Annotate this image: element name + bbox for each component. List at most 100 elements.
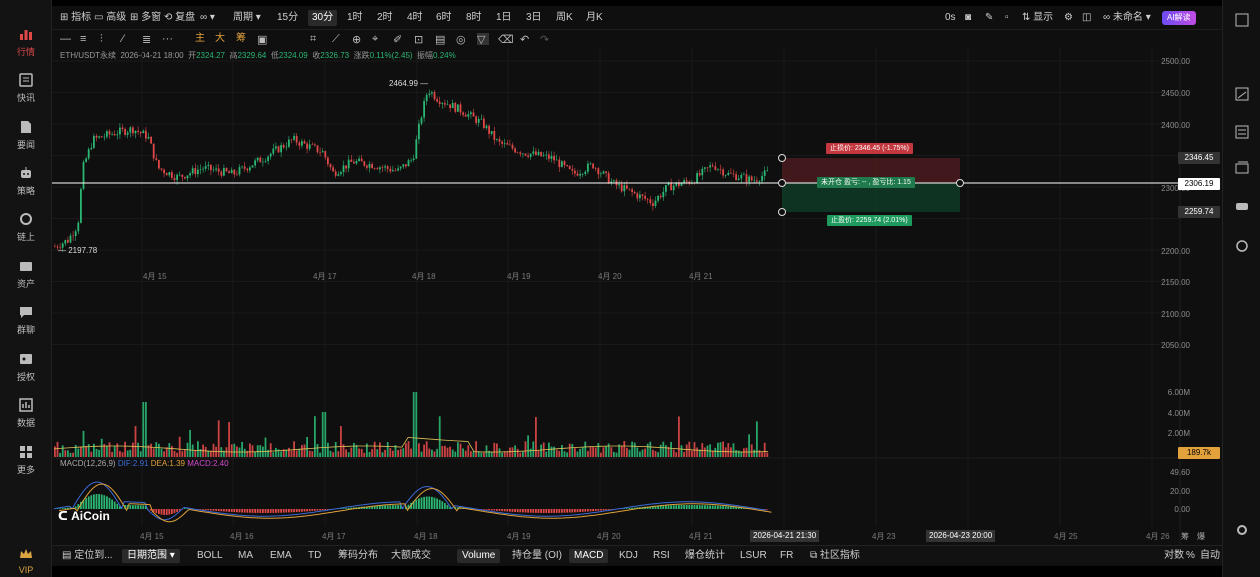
volume-bar [683,452,685,457]
community-indicators-button[interactable]: ⧉ 社区指标 [810,550,860,561]
locate-button[interactable]: ▤ 定位到... [62,550,113,561]
macd-histogram-bar [204,509,207,511]
date-range-dropdown[interactable]: 日期范围 ▾ [122,549,180,563]
chips-toggle[interactable]: 筹 [236,33,246,44]
list-icon[interactable] [1234,124,1250,140]
interval-3d[interactable]: 3日 [526,12,542,23]
trash-icon[interactable]: ⌫ [498,34,514,46]
interval-1h[interactable]: 1时 [347,12,363,23]
boll-button[interactable]: BOLL [197,550,223,561]
camera-icon[interactable]: ◙ [965,12,972,23]
nav-assets[interactable]: 资产 [0,254,52,294]
chip-distribution-button[interactable]: 筹码分布 [338,550,378,561]
close-icon[interactable] [1234,12,1250,28]
indicators-button[interactable]: ⊞ 指标 [60,12,92,23]
chart-type-button[interactable]: ∞ ▾ [200,12,215,23]
image-icon[interactable]: ▤ [435,34,446,46]
robot-icon[interactable] [1234,198,1250,214]
camera2-icon[interactable]: ◫ [1082,12,1092,23]
liquidation-stats-button[interactable]: 爆仓统计 [685,550,725,561]
interval-month[interactable]: 月K [586,12,603,23]
interval-6h[interactable]: 6时 [436,12,452,23]
fr-button[interactable]: FR [780,550,794,561]
interval-1d[interactable]: 1日 [496,12,512,23]
eye-icon[interactable]: ◎ [456,34,466,46]
entry-label[interactable]: 未开仓 盈亏: -- , 盈亏比: 1.15 [817,177,915,188]
crop-icon[interactable]: ⌗ [310,33,317,45]
nav-vip[interactable]: VIP [0,540,52,577]
interval-4h[interactable]: 4时 [407,12,423,23]
chart-icon[interactable] [1234,86,1250,102]
auto-scale-toggle[interactable]: 自动 [1200,550,1220,561]
large-trades-button[interactable]: 大额成交 [391,550,431,561]
display-button[interactable]: ⇅ 显示 [1022,12,1054,23]
period-dropdown[interactable]: 周期 ▾ [233,12,261,23]
main-chart-toggle[interactable]: 主 [195,33,205,44]
nav-auth[interactable]: 授权 [0,347,52,387]
macd-dif-line [53,481,767,521]
nav-chat[interactable]: 群聊 [0,300,52,340]
fib-icon[interactable]: ≣ [142,34,152,46]
zoom-icon[interactable]: ⊕ [352,34,362,46]
undo-icon[interactable]: ↶ [520,34,530,46]
refresh-icon[interactable] [1234,238,1250,254]
pencil-icon[interactable]: ✎ [985,12,994,23]
line-tool-icon[interactable]: — [60,33,71,45]
menu-icon[interactable]: ≡ [80,33,87,45]
redo-icon[interactable]: ↷ [540,34,550,46]
candlestick-chart[interactable] [52,6,1222,546]
liquidation-toggle[interactable]: 爆 [1197,532,1205,541]
take-profit-label[interactable]: 止盈价: 2259.74 (2.01%) [827,215,912,226]
kdj-button[interactable]: KDJ [619,550,638,561]
settings-icon[interactable]: ⚙ [1064,12,1073,23]
chips-toggle-right[interactable]: 筹 [1181,532,1189,541]
interval-2h[interactable]: 2时 [377,12,393,23]
square-icon[interactable]: ▣ [257,34,268,46]
percent-toggle[interactable]: % [1186,550,1195,561]
nav-data[interactable]: 数据 [0,393,52,433]
ruler-icon[interactable]: ⟋ [332,33,340,45]
zero-s-button[interactable]: 0s [945,12,956,23]
lock-icon[interactable]: ⊡ [414,34,424,46]
nav-flash[interactable]: 快讯 [0,68,52,108]
brush-icon[interactable]: ✐ [393,34,403,46]
nav-market[interactable]: 行情 [0,22,52,62]
advanced-button[interactable]: ▭ 高级 [94,12,127,23]
interval-30m[interactable]: 30分 [308,10,338,26]
cards-icon[interactable] [1234,160,1250,176]
rsi-button[interactable]: RSI [653,550,670,561]
entry-end-handle [956,179,964,187]
symbol-label: ETH/USDT永续 [60,51,116,60]
td-button[interactable]: TD [308,550,322,561]
large-order-toggle[interactable]: 大 [215,33,225,44]
bookmark-icon[interactable]: ▫ [1005,12,1009,23]
interval-15m[interactable]: 15分 [277,12,299,23]
settings-icon[interactable] [1234,522,1250,538]
filter-icon[interactable]: ▽ [477,33,489,46]
trend-line-icon[interactable]: ⁄ [122,33,124,45]
replay-button[interactable]: ⟲ 复盘 [164,12,196,23]
candle-body [308,144,311,149]
stop-loss-label[interactable]: 止损价: 2346.45 (-1.75%) [826,143,913,154]
magnet-icon[interactable]: ⌖ [372,33,379,45]
interval-8h[interactable]: 8时 [466,12,482,23]
nav-news[interactable]: 要闻 [0,115,52,155]
lsur-button[interactable]: LSUR [740,550,767,561]
ai-interpret-button[interactable]: AI解读 [1162,11,1196,25]
ema-button[interactable]: EMA [270,550,292,561]
more-tools-icon[interactable]: ··· [162,33,173,45]
open-interest-button[interactable]: 持仓量 (OI) [512,550,562,561]
layout-dropdown[interactable]: ∞ 未命名 ▾ [1103,12,1151,23]
hline-icon[interactable]: ⫶ [100,33,103,45]
volume-bar [407,441,410,457]
volume-bar [698,449,701,457]
nav-strategy[interactable]: 策略 [0,161,52,201]
multi-window-button[interactable]: ⊞ 多窗 [130,12,162,23]
log-scale-toggle[interactable]: 对数 [1164,550,1184,561]
volume-button[interactable]: Volume [457,549,501,563]
nav-more[interactable]: 更多 [0,440,52,480]
macd-button[interactable]: MACD [569,549,609,563]
nav-onchain[interactable]: 链上 [0,207,52,247]
ma-button[interactable]: MA [238,550,253,561]
interval-week[interactable]: 周K [556,12,573,23]
